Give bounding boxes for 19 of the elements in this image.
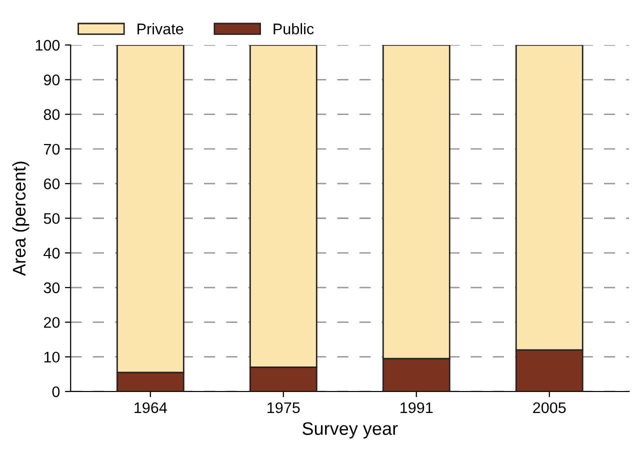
x-tick-label: 2005: [533, 402, 566, 414]
y-tick-label: 10: [44, 352, 60, 363]
x-tick-label: 1975: [268, 402, 300, 414]
y-tick-label: 20: [44, 317, 60, 328]
y-tick-label: 70: [44, 144, 60, 155]
y-tick-label: 50: [44, 213, 60, 224]
legend-label: Private: [138, 23, 184, 34]
y-tick-label: 60: [44, 178, 60, 190]
y-tick-label: 30: [44, 282, 60, 294]
x-tick-label: 1991: [400, 402, 433, 414]
y-tick-label: 40: [44, 248, 60, 259]
y-tick-label: 100: [36, 40, 60, 51]
x-axis-title: Survey year: [302, 422, 398, 439]
x-tick-label: 1964: [134, 402, 167, 414]
y-tick-label: 90: [44, 74, 60, 86]
y-tick-label: 80: [44, 109, 60, 120]
legend-label: Public: [274, 23, 314, 34]
y-axis-title: Area (percent): [12, 162, 30, 276]
y-tick-label: 0: [52, 386, 60, 398]
